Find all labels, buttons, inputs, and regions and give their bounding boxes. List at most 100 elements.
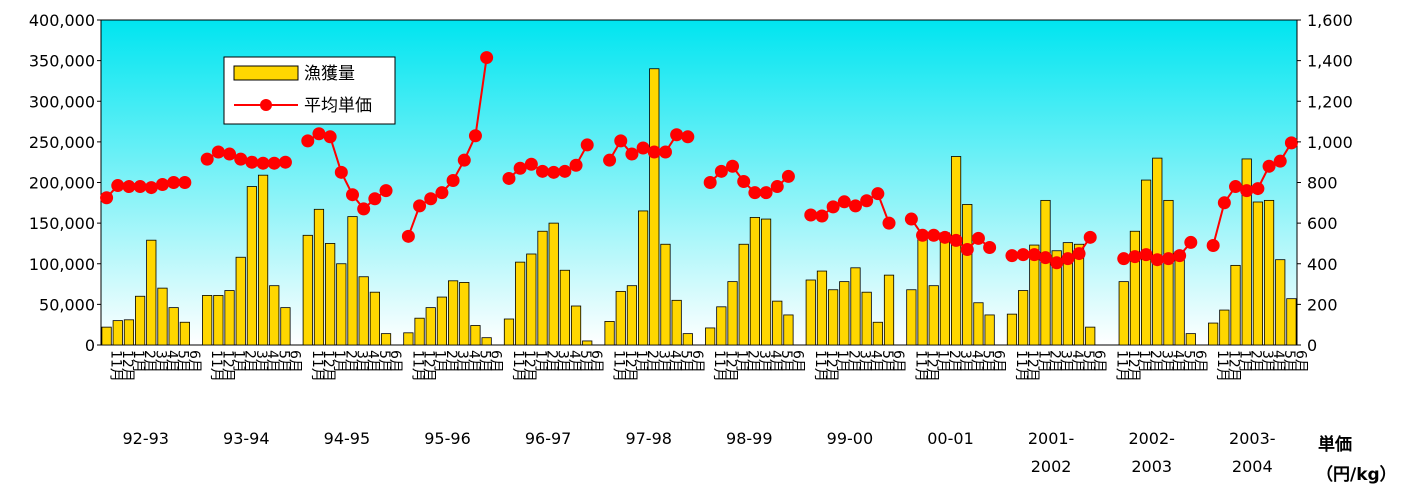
season-label: 93-94 (223, 429, 270, 448)
catch-bar (1051, 250, 1062, 346)
price-point (927, 228, 941, 242)
catch-bar (1219, 309, 1230, 346)
right-axis-tick-label: 0 (1307, 336, 1317, 355)
price-point (815, 209, 829, 223)
price-point (748, 186, 762, 200)
month-tick-label: 11月 (1013, 350, 1029, 382)
price-point (1061, 252, 1075, 266)
price-point (603, 153, 617, 167)
catch-bar (962, 204, 973, 346)
month-tick-label: 12月 (521, 350, 537, 382)
price-point (848, 199, 862, 213)
catch-bar (257, 174, 269, 346)
catch-bar (157, 287, 168, 346)
month-tick-label: 1月 (834, 350, 850, 373)
month-tick-label: 2月 (1248, 350, 1264, 373)
price-point (413, 199, 427, 213)
month-tick-label: 1月 (1237, 350, 1253, 373)
price-point (714, 164, 728, 178)
season-label: 97-98 (625, 429, 672, 448)
catch-bar (202, 295, 213, 346)
catch-bar (537, 230, 548, 346)
price-point (502, 171, 516, 185)
left-axis-tick-label: 400,000 (29, 11, 95, 30)
month-tick-label: 5月 (275, 350, 291, 373)
month-tick-label: 12月 (823, 350, 839, 382)
month-tick-label: 2月 (1147, 350, 1163, 373)
catch-bar (1263, 199, 1275, 346)
price-point (826, 200, 840, 214)
price-point (133, 180, 147, 194)
catch-bar (950, 156, 962, 346)
price-point (424, 192, 438, 206)
month-tick-label: 12月 (219, 350, 235, 382)
catch-bar (1208, 322, 1219, 346)
price-point (1206, 238, 1220, 252)
price-point (301, 134, 315, 148)
price-point (379, 184, 393, 198)
month-tick-label: 5月 (476, 350, 492, 373)
price-point (1072, 247, 1086, 261)
legend-label-catch: 漁獲量 (304, 64, 355, 84)
catch-bar (705, 327, 716, 346)
month-tick-label: 11月 (510, 350, 526, 382)
catch-bar (928, 285, 939, 346)
catch-bar (917, 231, 928, 346)
price-point (569, 158, 583, 172)
catch-bar (872, 321, 883, 346)
season-label: 99-00 (827, 429, 874, 448)
catch-bar (414, 317, 425, 346)
month-tick-label: 3月 (253, 350, 269, 373)
right-axis-unit-line1: 単価 (1318, 434, 1352, 455)
price-point (1050, 256, 1064, 270)
season-label: 2001- (1028, 429, 1075, 448)
price-point (882, 216, 896, 230)
month-tick-label: 5月 (1181, 350, 1197, 373)
month-tick-label: 4月 (1270, 350, 1286, 373)
month-tick-label: 6月 (1192, 350, 1208, 373)
catch-bar (146, 239, 157, 346)
catch-bar (347, 216, 358, 346)
month-tick-label: 3月 (152, 350, 168, 373)
price-point (871, 187, 885, 201)
catch-bar (1252, 201, 1263, 346)
right-axis-tick-label: 1,000 (1307, 133, 1353, 152)
price-point (513, 161, 527, 175)
left-axis-tick-label: 350,000 (29, 52, 95, 71)
month-tick-label: 5月 (879, 350, 895, 373)
month-tick-label: 6月 (286, 350, 302, 373)
labels-layer: 11月12月1月2月3月4月5月6月92-9311月12月1月2月3月4月5月6… (108, 350, 1309, 476)
price-point (346, 188, 359, 202)
catch-bar (425, 307, 436, 346)
catch-bar (1085, 326, 1096, 346)
month-tick-label: 6月 (890, 350, 906, 373)
month-tick-label: 3月 (354, 350, 370, 373)
month-tick-label: 1月 (734, 350, 750, 373)
month-tick-label: 6月 (488, 350, 504, 373)
catch-bar (459, 282, 470, 346)
season-label: 2003- (1229, 429, 1276, 448)
month-tick-label: 2月 (644, 350, 660, 373)
catch-bar (1241, 158, 1252, 346)
month-tick-label: 11月 (611, 350, 627, 382)
catch-bar (380, 333, 392, 346)
catch-bar (1230, 264, 1241, 346)
right-axis-tick-label: 1,200 (1307, 92, 1353, 111)
month-tick-label: 1月 (633, 350, 649, 373)
price-point (1184, 235, 1198, 249)
left-axis-tick-label: 0 (85, 336, 95, 355)
month-tick-label: 5月 (175, 350, 191, 373)
catch-bar (168, 307, 179, 346)
season-label: 98-99 (726, 429, 773, 448)
catch-bar (839, 281, 850, 346)
month-tick-label: 2月 (342, 350, 358, 373)
month-tick-label: 2月 (443, 350, 459, 373)
month-tick-label: 3月 (555, 350, 571, 373)
legend: 漁獲量 平均単価 (223, 56, 396, 125)
month-tick-label: 11月 (208, 350, 224, 382)
right-axis-unit-line2: （円/kg） (1316, 464, 1397, 485)
month-tick-label: 3月 (856, 350, 872, 373)
price-point (1027, 248, 1041, 262)
month-tick-label: 6月 (789, 350, 805, 373)
catch-bar (570, 305, 582, 346)
